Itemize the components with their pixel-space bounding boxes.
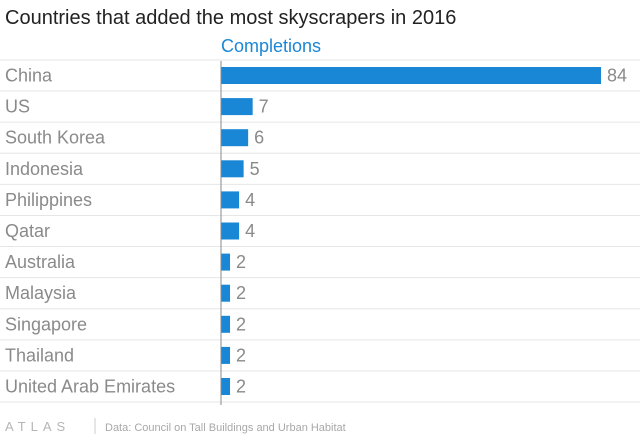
bar xyxy=(221,253,231,271)
gridlines xyxy=(0,59,640,403)
value-label: 2 xyxy=(236,345,246,365)
value-label: 7 xyxy=(259,97,269,117)
category-label: US xyxy=(5,97,30,117)
bar xyxy=(221,346,231,364)
value-label: 4 xyxy=(245,190,255,210)
bar xyxy=(221,315,231,333)
value-labels: 84 7 6 5 4 4 2 2 2 2 2 xyxy=(236,66,627,397)
category-label: China xyxy=(5,66,53,86)
category-label: United Arab Emirates xyxy=(5,377,175,397)
category-label: Singapore xyxy=(5,314,87,334)
category-label: Malaysia xyxy=(5,283,77,303)
category-label: Australia xyxy=(5,252,76,272)
value-label: 2 xyxy=(236,283,246,303)
value-label: 2 xyxy=(236,314,246,334)
bar xyxy=(221,378,231,395)
bar xyxy=(221,191,240,209)
bars xyxy=(221,67,601,395)
category-label: Thailand xyxy=(5,345,74,365)
value-label: 4 xyxy=(245,221,255,241)
bar xyxy=(221,67,601,84)
bar xyxy=(221,98,253,116)
category-label: Philippines xyxy=(5,190,92,210)
category-label: South Korea xyxy=(5,128,106,148)
bar xyxy=(221,160,244,178)
bar xyxy=(221,222,240,240)
source-note: Data: Council on Tall Buildings and Urba… xyxy=(105,422,346,434)
category-labels: China US South Korea Indonesia Philippines Qa… xyxy=(5,66,175,397)
series-header: Completions xyxy=(221,36,321,56)
value-label: 6 xyxy=(254,128,264,148)
value-label: 2 xyxy=(236,377,246,397)
value-label: 5 xyxy=(250,159,260,179)
bar xyxy=(221,284,231,302)
chart-title: Countries that added the most skyscraper… xyxy=(5,7,456,29)
value-label: 2 xyxy=(236,252,246,272)
atlas-logo: ATLAS xyxy=(5,419,70,434)
value-label: 84 xyxy=(607,66,627,86)
category-label: Qatar xyxy=(5,221,50,241)
bar xyxy=(221,129,249,147)
category-label: Indonesia xyxy=(5,159,84,179)
